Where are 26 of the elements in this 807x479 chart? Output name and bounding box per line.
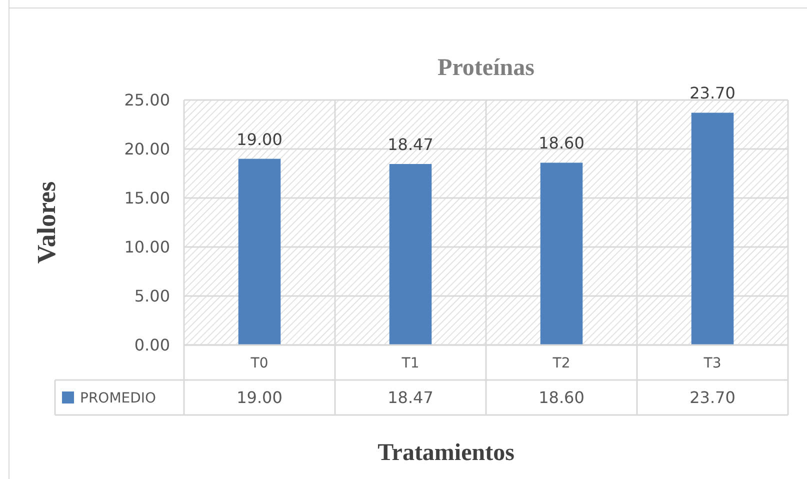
- bar: [691, 112, 734, 345]
- y-tick-label: 15.00: [124, 188, 170, 208]
- y-axis-title: Valores: [32, 181, 61, 264]
- y-tick-label: 20.00: [124, 140, 170, 159]
- legend-label: PROMEDIO: [80, 390, 156, 406]
- data-label: 19.00: [236, 388, 282, 408]
- data-label: 18.47: [388, 388, 434, 408]
- bar: [540, 162, 583, 345]
- text: 18.47: [388, 134, 434, 154]
- text: 19.00: [236, 130, 282, 149]
- text: 18.60: [538, 134, 584, 153]
- x-axis-title: Tratamientos: [378, 440, 514, 466]
- y-tick-label: 25.00: [124, 90, 170, 110]
- y-tick-label: 10.00: [124, 238, 170, 257]
- y-tick-label: 0.00: [134, 336, 170, 355]
- x-tick-label: T0: [250, 355, 268, 372]
- bar: [238, 158, 281, 345]
- data-label: 23.70: [690, 388, 736, 408]
- data-label: 18.60: [538, 388, 584, 408]
- bar: [389, 164, 432, 345]
- chart-title: Proteínas: [438, 55, 534, 81]
- x-tick-label: T3: [702, 355, 722, 372]
- y-tick-label: 5.00: [134, 286, 170, 306]
- x-tick-label: T2: [552, 355, 570, 372]
- x-tick-label: T1: [400, 355, 420, 372]
- text: 23.70: [690, 84, 736, 103]
